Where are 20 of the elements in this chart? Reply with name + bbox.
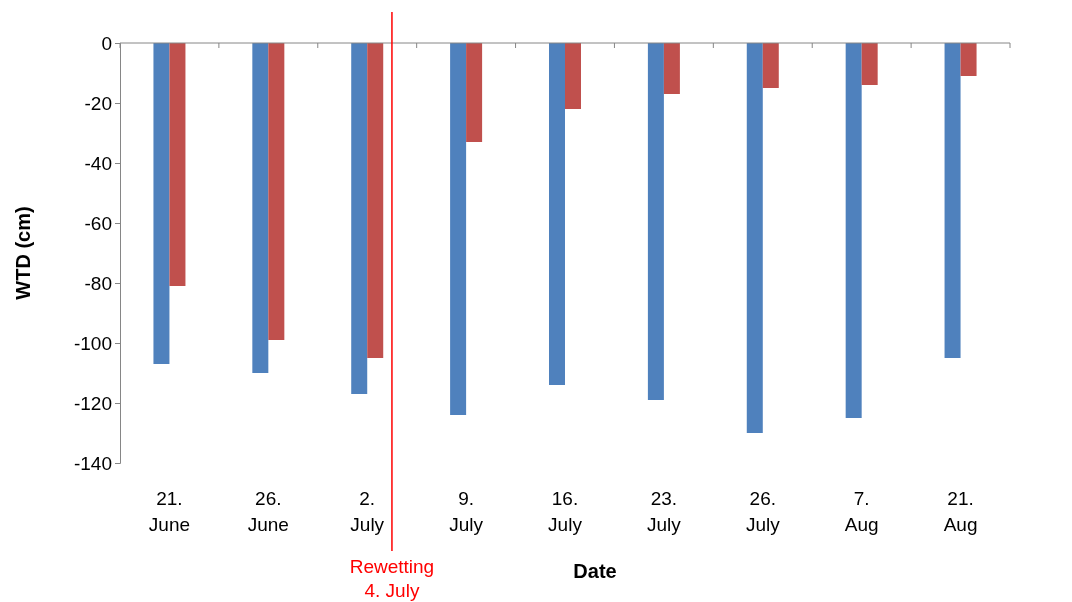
y-tick-label: -100	[73, 332, 112, 354]
y-tick-label: -60	[84, 212, 112, 234]
y-tick-label: 0	[101, 32, 112, 54]
y-tick-label: -40	[84, 152, 112, 174]
y-tick-label: -140	[73, 452, 112, 474]
x-tick-label: 2. July	[350, 488, 385, 535]
x-tick-label: 21. Aug	[943, 488, 978, 535]
ref-line-label: Rewetting 4. July	[349, 556, 435, 601]
x-tick-label: 9. July	[449, 488, 484, 535]
x-tick-label: 16. July	[548, 488, 583, 535]
x-tick-label: 21. June	[148, 488, 191, 535]
y-tick-label: -120	[73, 392, 112, 414]
y-tick-label: -20	[84, 92, 112, 114]
x-tick-label: 23. July	[646, 488, 682, 535]
x-axis-title: Date	[573, 560, 617, 582]
y-tick-label: -80	[84, 272, 112, 294]
x-tick-label: 26. July	[745, 488, 781, 535]
x-tick-label: 26. June	[247, 488, 289, 535]
y-axis-title: WTD (cm)	[12, 206, 34, 300]
x-tick-label: 7. Aug	[844, 488, 879, 535]
